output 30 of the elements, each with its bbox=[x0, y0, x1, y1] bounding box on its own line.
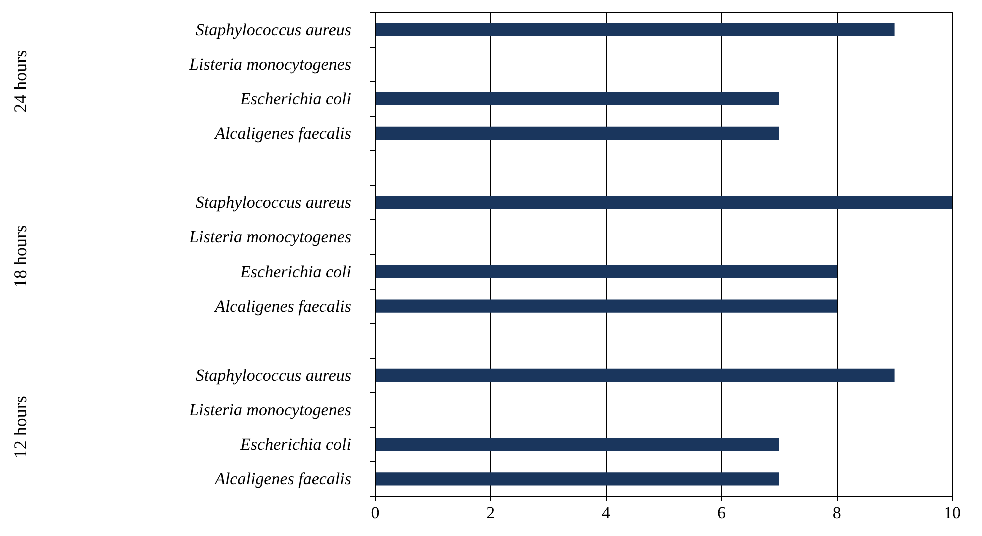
bar bbox=[376, 92, 780, 106]
y-tick-label: Escherichia coli bbox=[240, 262, 352, 282]
y-tick-label: Staphylococcus aureus bbox=[196, 193, 352, 212]
x-tick-label: 10 bbox=[944, 504, 961, 522]
bar bbox=[376, 472, 780, 486]
y-tick-label: Listeria monocytogenes bbox=[188, 228, 352, 247]
bar bbox=[376, 300, 838, 313]
y-tick-label: Alcaligenes faecalis bbox=[214, 470, 352, 489]
x-tick-label: 0 bbox=[371, 504, 380, 522]
y-tick-label: Escherichia coli bbox=[240, 89, 352, 108]
x-tick-label: 8 bbox=[832, 504, 842, 522]
x-tick-label: 2 bbox=[486, 504, 496, 522]
y-tick-label: Alcaligenes faecalis bbox=[214, 296, 352, 316]
bar bbox=[376, 438, 780, 452]
bar bbox=[376, 126, 780, 140]
bar bbox=[376, 196, 952, 210]
y-tick-label: Staphylococcus aureus bbox=[196, 20, 352, 40]
text: 24 hours bbox=[10, 50, 30, 113]
x-tick-label: 6 bbox=[717, 504, 726, 522]
y-tick-label: Escherichia coli bbox=[240, 435, 352, 454]
y-tick-label: Listeria monocytogenes bbox=[188, 54, 352, 74]
bar bbox=[376, 265, 838, 278]
text: 12 hours bbox=[10, 396, 30, 459]
y-tick-label: Staphylococcus aureus bbox=[196, 366, 352, 385]
y-tick-label: Listeria monocytogenes bbox=[188, 400, 352, 420]
x-tick-label: 4 bbox=[602, 504, 612, 522]
bar bbox=[376, 23, 895, 36]
bar bbox=[376, 368, 895, 382]
y-tick-label: Alcaligenes faecalis bbox=[214, 124, 352, 143]
text: 18 hours bbox=[10, 226, 30, 288]
